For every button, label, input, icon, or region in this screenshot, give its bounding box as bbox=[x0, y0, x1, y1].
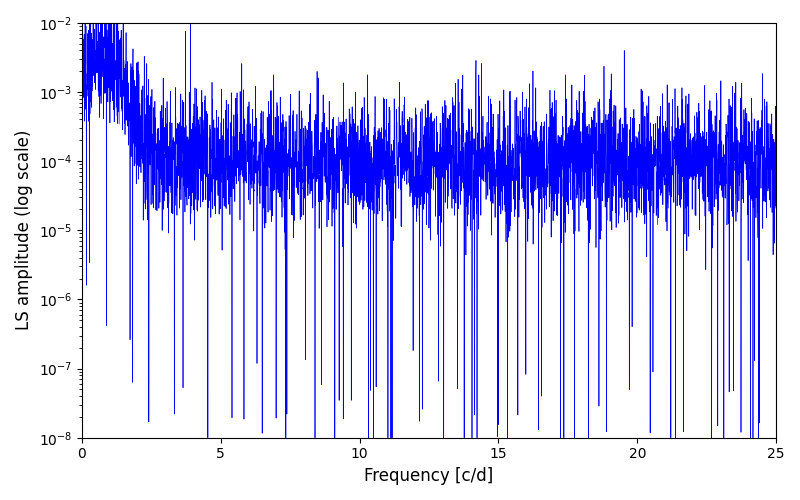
Y-axis label: LS amplitude (log scale): LS amplitude (log scale) bbox=[15, 130, 33, 330]
X-axis label: Frequency [c/d]: Frequency [c/d] bbox=[364, 467, 494, 485]
